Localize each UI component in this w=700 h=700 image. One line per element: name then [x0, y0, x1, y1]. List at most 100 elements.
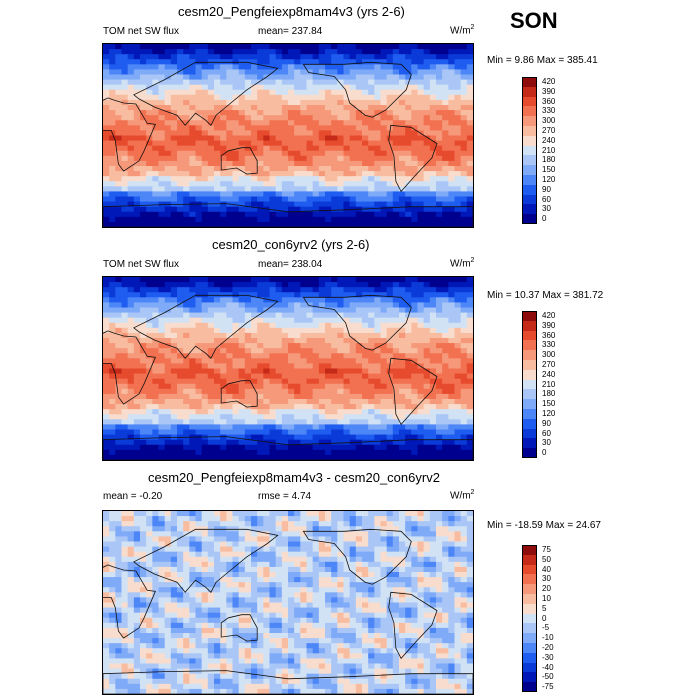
heatmap-cell: [288, 404, 295, 410]
heatmap-cell: [195, 49, 203, 55]
heatmap-cell: [380, 302, 388, 308]
heatmap-cell: [251, 89, 258, 96]
heatmap-cell: [133, 404, 141, 410]
heatmap-cell: [318, 196, 326, 203]
heatmap-cell: [423, 140, 431, 147]
heatmap-cell: [343, 115, 351, 121]
heatmap-cell: [127, 368, 135, 375]
heatmap-cell: [460, 176, 468, 182]
heatmap-cell: [195, 216, 203, 223]
heatmap-cell: [331, 216, 338, 223]
heatmap-cell: [115, 414, 122, 420]
heatmap-cell: [103, 140, 110, 147]
heatmap-cell: [300, 404, 307, 410]
heatmap-cell: [405, 429, 412, 436]
heatmap-cell: [146, 181, 153, 187]
heatmap-cell: [436, 115, 443, 121]
heatmap-cell: [121, 511, 129, 517]
heatmap-cell: [454, 99, 462, 106]
heatmap-cell: [288, 155, 295, 162]
heatmap-cell: [226, 79, 233, 86]
heatmap-cell: [392, 130, 400, 136]
heatmap-cell: [337, 176, 344, 182]
heatmap-cell: [275, 424, 283, 430]
heatmap-cell: [392, 551, 400, 558]
heatmap-cell: [177, 110, 184, 116]
heatmap-cell: [392, 546, 400, 553]
heatmap-cell: [355, 419, 363, 425]
heatmap-cell: [380, 373, 388, 380]
heatmap-cell: [146, 115, 153, 121]
heatmap-cell: [232, 378, 240, 385]
heatmap-cell: [386, 186, 394, 192]
heatmap-cell: [355, 186, 363, 192]
heatmap-cell: [392, 160, 400, 167]
heatmap-cell: [238, 110, 246, 116]
heatmap-cell: [189, 541, 196, 548]
heatmap-cell: [189, 551, 196, 558]
heatmap-cell: [454, 541, 462, 548]
heatmap-cell: [442, 449, 449, 456]
heatmap-cell: [448, 79, 455, 86]
heatmap-cell: [127, 89, 135, 96]
heatmap-cell: [109, 302, 116, 308]
heatmap-cell: [405, 84, 412, 91]
heatmap-cell: [170, 186, 178, 192]
heatmap-cell: [442, 49, 449, 55]
heatmap-cell: [214, 120, 221, 126]
heatmap-cell: [275, 191, 283, 197]
heatmap-cell: [392, 59, 400, 65]
heatmap-cell: [349, 211, 357, 218]
heatmap-cell: [325, 404, 332, 410]
colorbar-bin: [522, 155, 537, 166]
heatmap-cell: [454, 444, 462, 451]
heatmap-cell: [405, 105, 412, 111]
heatmap-cell: [466, 79, 473, 86]
heatmap-cell: [164, 368, 172, 375]
heatmap-cell: [146, 429, 153, 436]
heatmap-cell: [442, 206, 449, 213]
heatmap-cell: [146, 125, 153, 131]
heatmap-cell: [312, 287, 320, 293]
heatmap-cell: [362, 54, 369, 60]
heatmap-cell: [281, 292, 289, 298]
heatmap-cell: [207, 332, 215, 339]
heatmap-cell: [423, 176, 431, 182]
heatmap-cell: [189, 277, 196, 283]
heatmap-cell: [460, 74, 468, 81]
heatmap-cell: [195, 556, 203, 563]
heatmap-cell: [214, 130, 221, 136]
heatmap-cell: [386, 196, 394, 203]
heatmap-cell: [448, 89, 455, 96]
heatmap-cell: [164, 110, 172, 116]
heatmap-cell: [423, 155, 431, 162]
heatmap-cell: [183, 155, 190, 162]
heatmap-cell: [244, 378, 252, 385]
heatmap-cell: [460, 135, 468, 142]
heatmap-cell: [220, 444, 227, 451]
heatmap-cell: [368, 181, 375, 187]
heatmap-cell: [177, 383, 184, 390]
heatmap-cell: [325, 171, 332, 177]
heatmap-cell: [368, 353, 375, 359]
heatmap-cell: [343, 150, 351, 157]
heatmap-cell: [417, 378, 425, 385]
heatmap-cell: [454, 150, 462, 157]
heatmap-cell: [312, 546, 320, 553]
heatmap-cell: [300, 130, 307, 136]
heatmap-cell: [300, 79, 307, 86]
heatmap-cell: [195, 536, 203, 542]
heatmap-cell: [454, 312, 462, 319]
heatmap-cell: [448, 115, 455, 121]
heatmap-cell: [417, 79, 425, 86]
heatmap-cell: [275, 130, 283, 136]
heatmap-cell: [232, 64, 240, 70]
heatmap-cell: [281, 201, 289, 208]
heatmap-cell: [140, 74, 147, 81]
heatmap-cell: [146, 105, 153, 111]
heatmap-cell: [158, 287, 166, 293]
heatmap-cell: [448, 454, 455, 460]
heatmap-cell: [349, 79, 357, 86]
heatmap-cell: [355, 176, 363, 182]
heatmap-cell: [238, 511, 246, 517]
